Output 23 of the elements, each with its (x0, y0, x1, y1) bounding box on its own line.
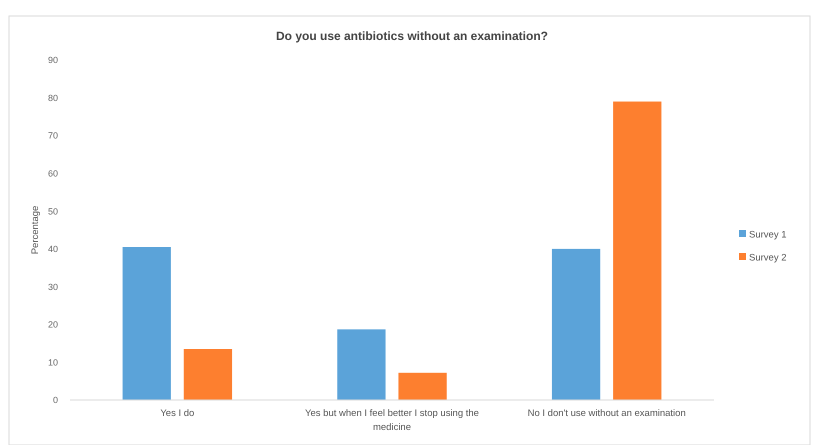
bar (184, 349, 232, 400)
y-tick-label: 10 (48, 357, 58, 368)
bar (552, 248, 600, 400)
y-tick-label: 40 (48, 244, 58, 254)
y-tick-label: 20 (48, 320, 58, 330)
chart-title: Do you use antibiotics without an examination? (276, 29, 548, 43)
y-axis-title: Percentage (30, 206, 41, 254)
y-tick-label: 90 (48, 55, 58, 66)
y-tick-label: 30 (48, 282, 58, 292)
legend-label: Survey 2 (749, 252, 786, 264)
legend-label: Survey 1 (749, 229, 786, 240)
bar (337, 329, 386, 400)
y-tick-label: 0 (52, 395, 58, 406)
x-tick-label: Yes but when I feel better I stop using the medicine (305, 408, 479, 433)
bar (398, 372, 447, 400)
bar (122, 247, 171, 400)
bar (613, 102, 662, 400)
y-tick-label: 70 (48, 130, 58, 141)
x-tick-label: Yes I do (160, 408, 194, 419)
x-tick-label: No I don't use without an examination (528, 408, 686, 419)
y-tick-label: 50 (48, 206, 58, 216)
y-tick-label: 60 (48, 168, 58, 178)
y-tick-label: 80 (48, 92, 58, 103)
